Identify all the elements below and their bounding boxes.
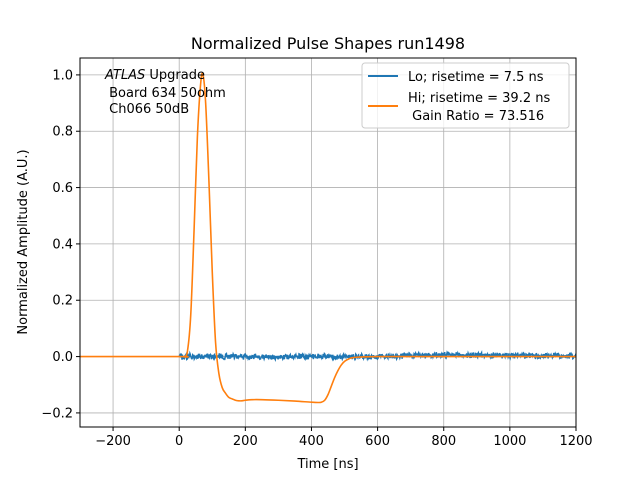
ticks: −200 0 200 400 600 800 1000 1200 −0.2 0.0 0.2 0.4 0.…: [41, 68, 592, 449]
y-tick-label: 0.2: [52, 294, 73, 309]
y-tick-label: 0.4: [52, 237, 73, 252]
y-tick-label: 0.0: [52, 350, 73, 365]
y-tick-label: 1.0: [52, 68, 73, 83]
annotation-line-3: Ch066 50dB: [105, 102, 189, 117]
chart-title: Normalized Pulse Shapes run1498: [191, 34, 465, 53]
x-tick-label: 200: [233, 434, 258, 449]
y-tick-label: 0.6: [52, 181, 73, 196]
legend-label-hi: Hi; risetime = 39.2 ns: [408, 91, 550, 106]
plot-area: [80, 72, 576, 404]
annotation-upgrade: Upgrade: [145, 68, 205, 83]
annotation-atlas: ATLAS: [104, 68, 145, 83]
x-tick-label: 0: [175, 434, 183, 449]
annotation-line-1: ATLAS Upgrade: [104, 68, 205, 83]
legend-label-lo: Lo; risetime = 7.5 ns: [408, 70, 544, 85]
y-axis-label: Normalized Amplitude (A.U.): [16, 149, 31, 334]
x-tick-label: 1000: [493, 434, 526, 449]
series-hi-line: [80, 72, 576, 404]
x-tick-label: 600: [365, 434, 390, 449]
x-tick-label: 800: [431, 434, 456, 449]
x-tick-label: 400: [299, 434, 324, 449]
y-tick-label: −0.2: [41, 406, 73, 421]
x-tick-label: −200: [95, 434, 131, 449]
legend: Lo; risetime = 7.5 ns Hi; risetime = 39.…: [361, 62, 570, 129]
y-tick-label: 0.8: [52, 125, 73, 140]
annotation-line-2: Board 634 50ohm: [105, 86, 226, 101]
legend-label-hi-line2: Gain Ratio = 73.516: [408, 109, 544, 124]
x-tick-label: 1200: [559, 434, 592, 449]
legend-box: [361, 62, 570, 129]
x-axis-label: Time [ns]: [296, 457, 358, 472]
annotation: ATLAS Upgrade Board 634 50ohm Ch066 50dB: [104, 68, 226, 117]
axes-frame: [79, 57, 577, 428]
